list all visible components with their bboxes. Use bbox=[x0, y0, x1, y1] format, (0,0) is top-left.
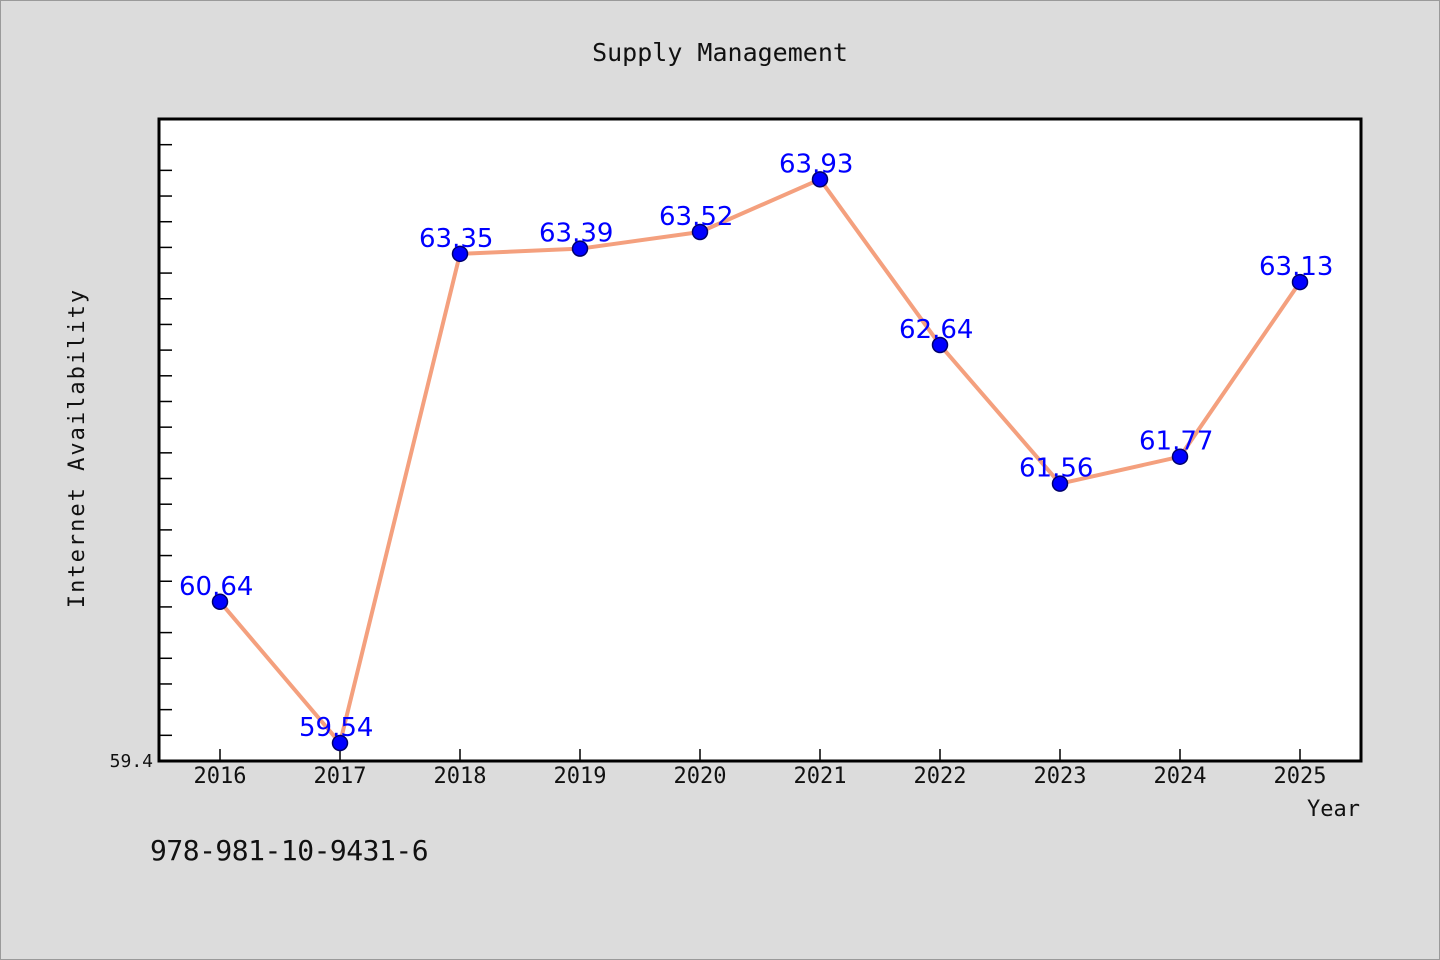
data-label: 63.35 bbox=[419, 224, 493, 254]
data-label: 62.64 bbox=[899, 315, 973, 345]
data-point bbox=[1051, 475, 1069, 492]
chart-title: Supply Management bbox=[592, 38, 848, 67]
data-point bbox=[451, 245, 469, 263]
data-point bbox=[331, 734, 349, 752]
series-line bbox=[218, 177, 1302, 746]
data-label: 63.13 bbox=[1259, 252, 1333, 282]
x-tick-label: 2024 bbox=[1154, 764, 1207, 789]
y-axis-label: Internet Availability bbox=[65, 288, 90, 608]
data-point bbox=[211, 593, 229, 611]
data-point bbox=[931, 336, 949, 354]
y-tick-label: 59.4 bbox=[110, 751, 153, 772]
data-label: 63.93 bbox=[779, 149, 853, 179]
data-label: 61.77 bbox=[1139, 427, 1213, 457]
data-label: 63.39 bbox=[539, 219, 613, 249]
isbn-footer: 978-981-10-9431-6 bbox=[150, 834, 429, 867]
x-tick-label: 2025 bbox=[1274, 764, 1327, 789]
x-tick-label: 2020 bbox=[674, 764, 727, 789]
y-axis-ticks bbox=[159, 143, 172, 737]
data-label: 61.56 bbox=[1019, 454, 1093, 484]
data-point bbox=[1171, 448, 1189, 465]
x-tick-label: 2021 bbox=[794, 764, 847, 789]
data-point bbox=[1291, 273, 1309, 291]
x-tick-label: 2022 bbox=[914, 764, 967, 789]
data-point bbox=[691, 223, 709, 241]
data-label: 60.64 bbox=[179, 572, 253, 602]
x-tick-label: 2018 bbox=[434, 764, 487, 789]
data-label: 59.54 bbox=[299, 713, 373, 743]
x-tick-label: 2023 bbox=[1034, 764, 1087, 789]
plot-area bbox=[157, 117, 1363, 763]
x-tick-label: 2016 bbox=[194, 764, 247, 789]
x-tick-label: 2017 bbox=[314, 764, 367, 789]
data-point bbox=[571, 240, 589, 257]
data-label: 63.52 bbox=[659, 202, 733, 232]
x-axis-label: Year bbox=[1307, 797, 1360, 822]
data-point bbox=[811, 171, 829, 188]
x-tick-label: 2019 bbox=[554, 764, 607, 789]
